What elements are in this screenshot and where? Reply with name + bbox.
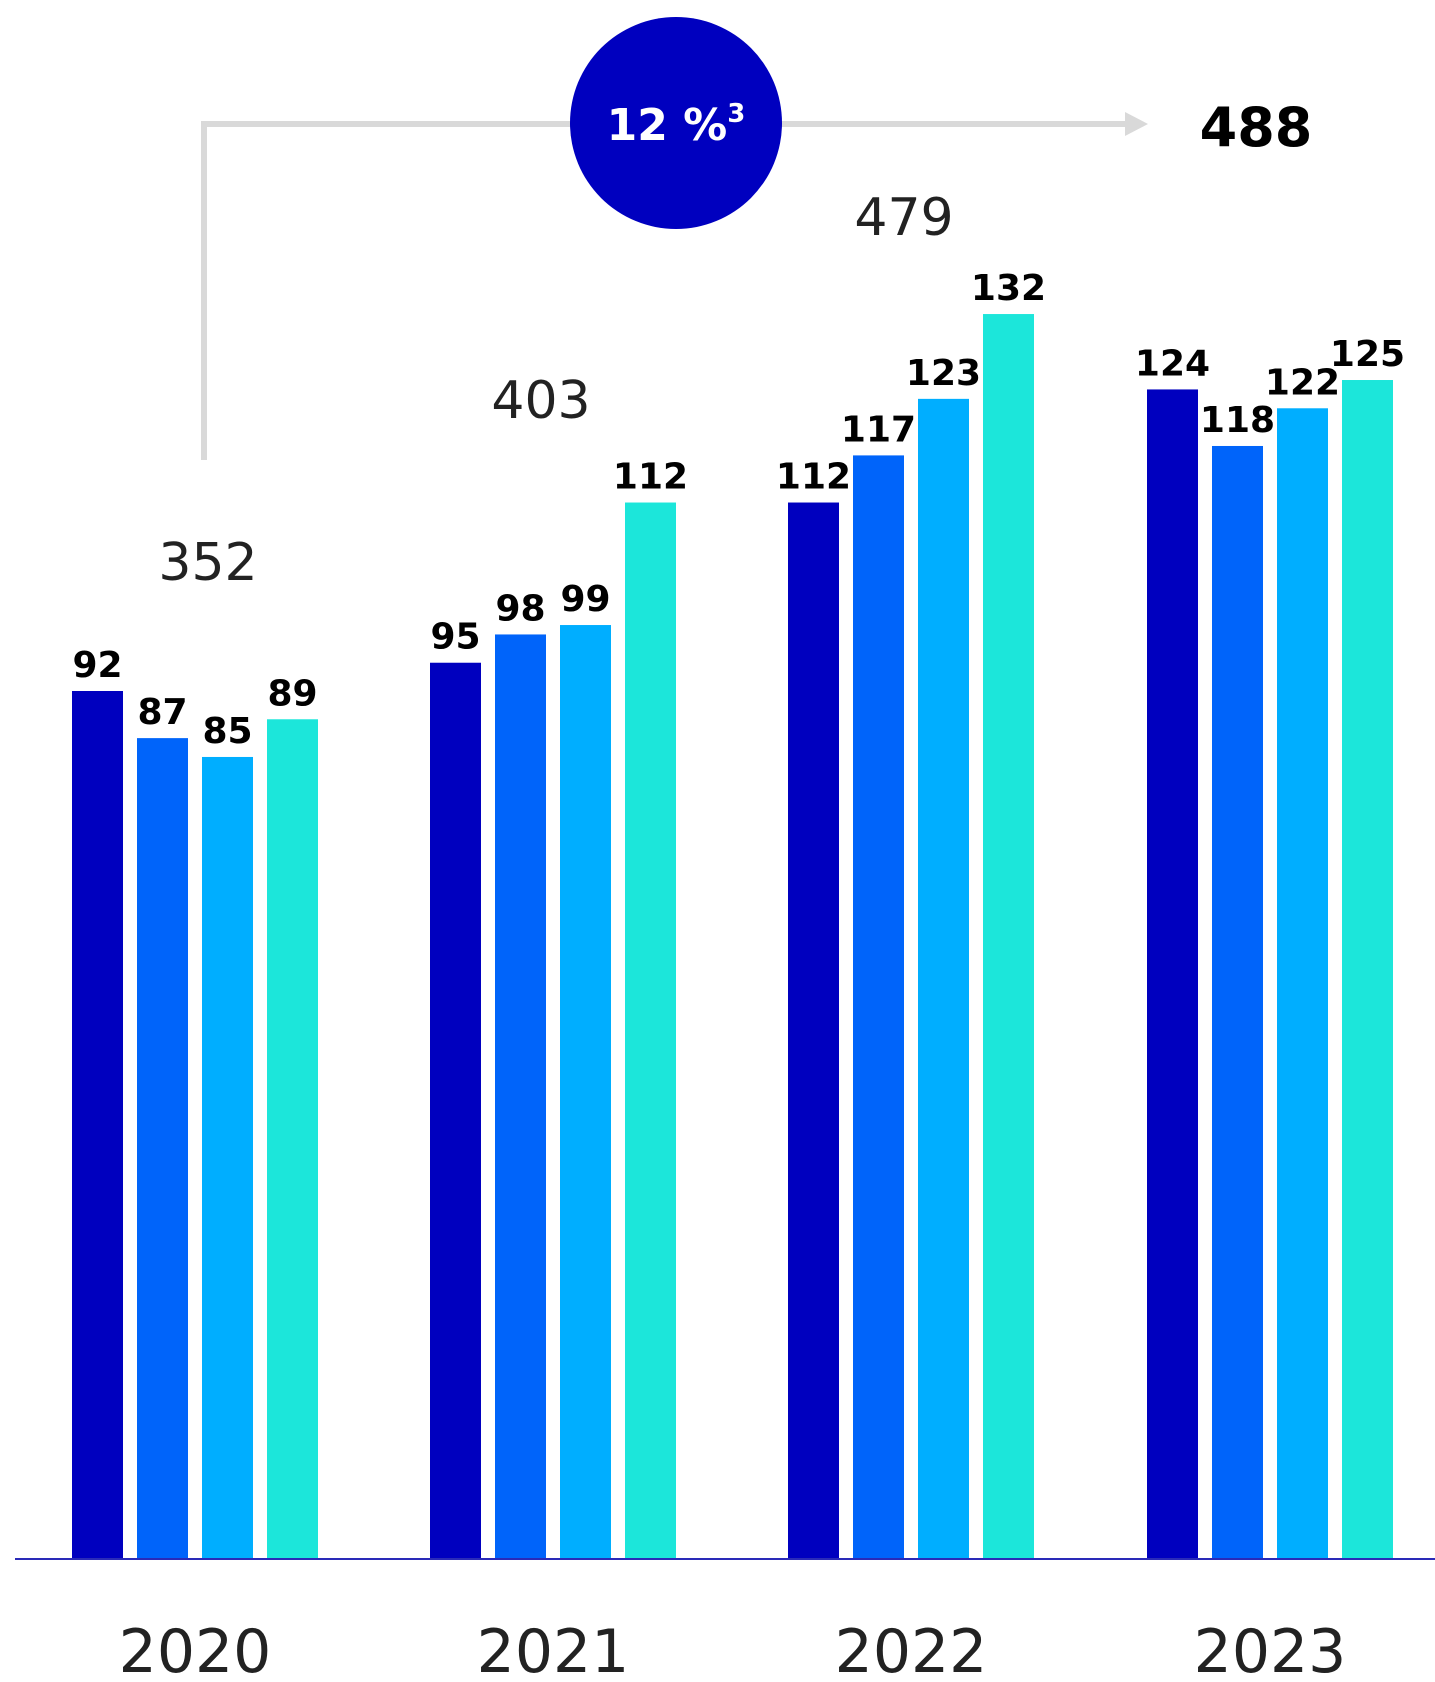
data-label-2020-2: 87 — [137, 692, 187, 733]
svg-text:12 %3: 12 %3 — [607, 99, 746, 151]
data-label-2020-3: 85 — [202, 711, 252, 752]
year-labels: 2020 2021 2022 2023 — [119, 1617, 1347, 1682]
total-label-2023: 488 — [1200, 96, 1313, 159]
data-label-2020-1: 92 — [72, 645, 122, 686]
total-label-2022: 479 — [854, 188, 953, 248]
total-label-2020: 352 — [158, 533, 257, 593]
labels-layer: 92 87 85 89 95 98 99 112 112 117 123 132 124 11812212… — [72, 268, 1405, 752]
bars-layer — [72, 314, 1393, 1559]
data-label-2021-2: 98 — [495, 588, 545, 629]
bar-2022-2 — [853, 455, 904, 1559]
bar-2023-3 — [1277, 408, 1328, 1559]
total-label-2021: 403 — [491, 371, 590, 431]
data-label-2022-4: 132 — [971, 268, 1046, 309]
bar-2020-3 — [202, 756, 253, 1558]
data-label-2021-1: 95 — [430, 617, 480, 658]
bar-2020-4 — [267, 719, 318, 1558]
cagr-footnote: 3 — [727, 99, 745, 129]
bar-2021-3 — [560, 625, 611, 1558]
bar-2023-2 — [1212, 445, 1263, 1558]
cagr-connector — [201, 112, 1148, 460]
bar-2023-4 — [1342, 380, 1393, 1558]
bar-2021-4 — [625, 502, 676, 1558]
data-label-2021-3: 99 — [560, 579, 610, 620]
x-tick-label-2021: 2021 — [477, 1617, 630, 1682]
cagr-badge: 12 %3 — [570, 17, 782, 229]
data-label-2023-4: 125 — [1330, 334, 1405, 375]
data-label-2022-3: 123 — [906, 353, 981, 394]
bar-2021-2 — [495, 634, 546, 1558]
x-tick-label-2023: 2023 — [1194, 1617, 1347, 1682]
data-label-2020-4: 89 — [267, 673, 317, 714]
bar-2022-4 — [983, 314, 1034, 1559]
bar-2020-1 — [72, 691, 123, 1558]
data-label-2023-2: 118 — [1200, 400, 1275, 441]
data-label-2023-3: 122 — [1265, 362, 1340, 403]
bar-2020-2 — [137, 738, 188, 1558]
x-tick-label-2020: 2020 — [119, 1617, 272, 1682]
bar-2022-1 — [788, 502, 839, 1558]
data-label-2022-1: 112 — [776, 457, 851, 498]
cagr-arrowhead — [1125, 112, 1148, 136]
x-tick-label-2022: 2022 — [835, 1617, 988, 1682]
data-label-2022-2: 117 — [841, 409, 916, 450]
cagr-circle — [570, 17, 782, 229]
cagr-connector-line — [201, 121, 1125, 460]
data-label-2021-4: 112 — [613, 457, 688, 498]
data-label-2023-1: 124 — [1135, 343, 1210, 384]
bar-2021-1 — [430, 662, 481, 1558]
total-labels: 352 403 479 488 — [158, 96, 1312, 593]
bar-2023-1 — [1147, 389, 1198, 1558]
cagr-value: 12 % — [607, 100, 728, 151]
bar-2022-3 — [918, 398, 969, 1559]
